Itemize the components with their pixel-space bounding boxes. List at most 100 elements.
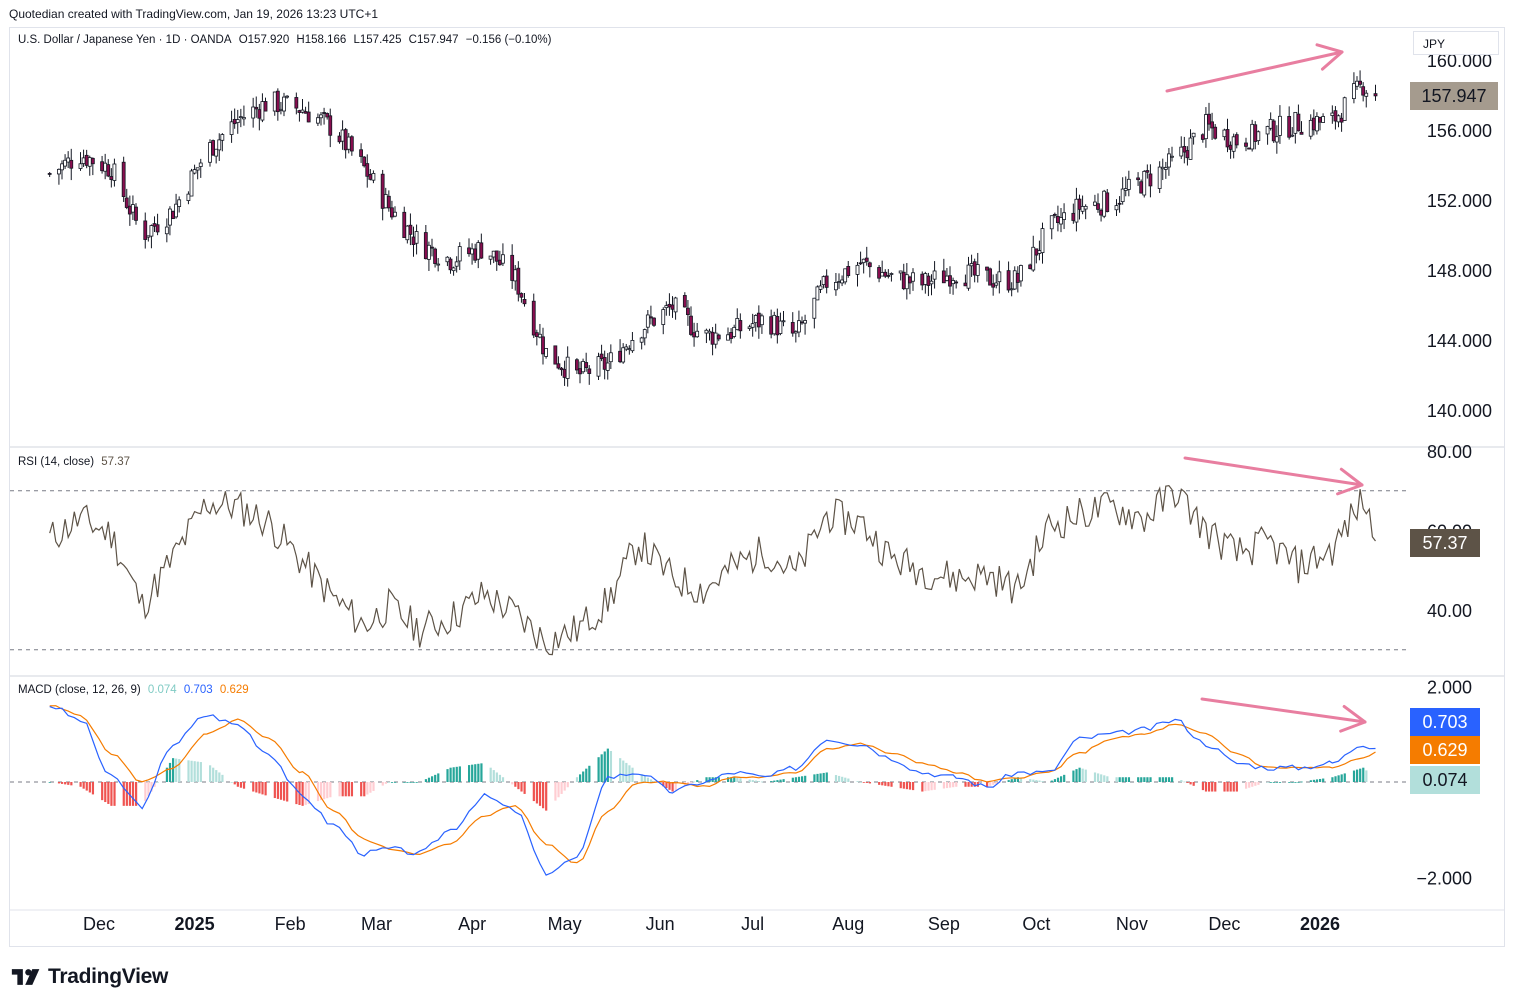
macd-hist-bar (1029, 779, 1032, 782)
candle (1364, 90, 1369, 108)
candle-body (1278, 115, 1282, 136)
candle-body (1271, 120, 1276, 142)
candle-body (1330, 112, 1335, 116)
candle-body (1077, 198, 1082, 210)
candle-body (103, 162, 108, 172)
macd-hist-bar (1056, 777, 1060, 782)
macd-hist-bar (1081, 768, 1084, 782)
candle (1028, 263, 1033, 270)
candle (1204, 107, 1208, 148)
tradingview-brand[interactable]: TradingView (10, 965, 168, 989)
macd-hist-bar (88, 782, 91, 793)
candle-body (565, 356, 570, 379)
candle-body (803, 320, 807, 324)
candle (322, 107, 326, 125)
candle (112, 158, 117, 187)
candle (1093, 194, 1097, 207)
candle (649, 305, 653, 325)
candle-body (47, 173, 52, 175)
candle-body (1299, 131, 1304, 135)
candle-body (818, 285, 823, 290)
macd-hist-bar (813, 774, 816, 782)
currency-selector[interactable]: JPY (1413, 31, 1499, 55)
macd-hist-bar (838, 775, 841, 782)
candle (707, 328, 712, 341)
macd-hist-bar (1171, 777, 1174, 782)
candle (911, 268, 915, 291)
price-trend-arrow-head (1315, 43, 1344, 71)
candle-body (494, 250, 499, 262)
price-candles[interactable] (47, 70, 1378, 387)
macd-hist-bar (409, 782, 412, 783)
macd-hist-bar (131, 782, 135, 806)
macd-hist-bar (307, 782, 310, 804)
macd-pane[interactable]: 2.000 −2.000 (10, 678, 1472, 889)
candle-body (704, 329, 709, 334)
candle-body (1136, 177, 1140, 181)
candle-body (1052, 213, 1057, 216)
macd-hist-bar (1010, 779, 1013, 782)
macd-hist-bar (986, 782, 989, 787)
candle (516, 261, 521, 302)
candle (818, 280, 823, 293)
candle (1114, 199, 1119, 217)
macd-hist-bar (1183, 781, 1186, 783)
candle (103, 153, 108, 180)
macd-hist-bar (147, 782, 150, 797)
candle-body (1071, 212, 1076, 221)
macd-hist-bar (1060, 776, 1063, 782)
candle (775, 308, 780, 344)
candle (1083, 204, 1088, 220)
candle (1080, 195, 1085, 215)
candle-body (642, 329, 647, 339)
candle-body (359, 149, 363, 157)
candle-body (87, 157, 92, 167)
candle-body (541, 336, 545, 355)
candle (985, 266, 989, 282)
price-tick-label: 160.000 (1427, 51, 1492, 71)
candle-body (578, 368, 582, 375)
macd-hist-bar (945, 782, 949, 789)
candle-body (519, 293, 524, 298)
macd-hist-bar (178, 759, 181, 782)
candle (1290, 127, 1295, 138)
candle (1231, 133, 1236, 159)
macd-hist-bar (209, 765, 212, 782)
candle (1287, 106, 1292, 140)
candle-body (131, 204, 135, 213)
macd-hist-bar (1204, 782, 1208, 792)
candle (596, 352, 601, 381)
macd-hist-bar (187, 760, 190, 782)
candle (1012, 266, 1017, 291)
time-tick-label: Apr (458, 914, 486, 934)
candle (686, 299, 690, 326)
candle (362, 156, 367, 168)
candle (756, 305, 761, 339)
candle (134, 203, 138, 225)
rsi-divergence-arrow-shaft (1183, 456, 1364, 487)
candle-body (282, 96, 286, 112)
candle (208, 139, 212, 167)
candle (988, 267, 992, 286)
candle-body (393, 211, 397, 217)
candle-body (867, 262, 872, 268)
candle (840, 275, 844, 287)
candle-body (186, 193, 191, 201)
candle (405, 225, 410, 244)
candle-body (1157, 166, 1162, 189)
price-tick-label: 152.000 (1427, 191, 1492, 211)
candle (177, 196, 182, 213)
candle (1077, 194, 1082, 220)
candle-body (1290, 134, 1295, 137)
candle (195, 167, 200, 180)
candle (303, 106, 308, 114)
candle (476, 240, 481, 269)
macd-hist-bar (1143, 777, 1146, 782)
macd-hist-bar (1322, 778, 1325, 782)
candle (319, 112, 323, 126)
macd-hist-bar (1365, 770, 1368, 782)
candle-body (772, 314, 777, 335)
macd-hist-bar (1035, 780, 1038, 782)
